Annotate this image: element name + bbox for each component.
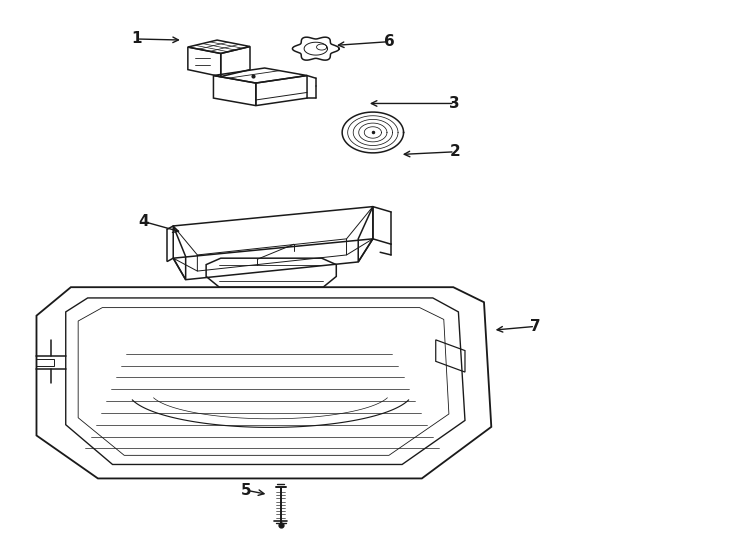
Text: 6: 6 xyxy=(384,34,394,49)
Text: 2: 2 xyxy=(449,144,460,159)
Text: 5: 5 xyxy=(241,483,252,498)
Text: 1: 1 xyxy=(131,31,142,46)
Text: 7: 7 xyxy=(530,319,540,334)
Text: 3: 3 xyxy=(449,96,460,111)
Text: 4: 4 xyxy=(139,214,149,229)
